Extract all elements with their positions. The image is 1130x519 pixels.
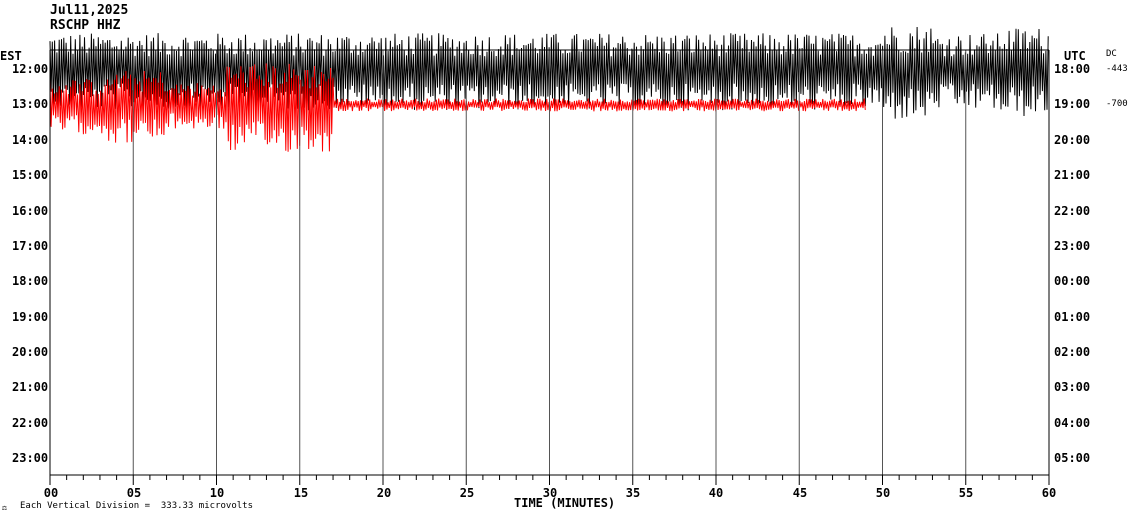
right-timezone-label: UTC bbox=[1064, 49, 1086, 63]
x-tick-label: 25 bbox=[459, 486, 475, 500]
y-tick-left: 19:00 bbox=[12, 310, 49, 324]
trace-1300 bbox=[49, 63, 866, 152]
y-tick-left: 15:00 bbox=[12, 168, 49, 182]
y-tick-left: 13:00 bbox=[12, 97, 49, 111]
y-tick-right: 00:00 bbox=[1054, 274, 1091, 288]
left-timezone-label: EST bbox=[0, 49, 22, 63]
x-tick-label: 05 bbox=[126, 486, 142, 500]
y-tick-left: 20:00 bbox=[12, 345, 49, 359]
y-tick-right: 23:00 bbox=[1054, 239, 1091, 253]
date-label: Jul11,2025 bbox=[50, 3, 129, 18]
vertical-grid bbox=[132, 50, 967, 475]
dc-label: DC bbox=[1106, 49, 1117, 59]
station-label: RSCHP HHZ bbox=[50, 18, 121, 33]
x-tick-label: 40 bbox=[708, 486, 724, 500]
x-tick-label: 20 bbox=[376, 486, 392, 500]
x-tick-label: 50 bbox=[875, 486, 891, 500]
y-tick-right: 20:00 bbox=[1054, 133, 1091, 147]
x-tick-label: 00 bbox=[43, 486, 59, 500]
y-tick-right: 21:00 bbox=[1054, 168, 1091, 182]
y-tick-right: 05:00 bbox=[1054, 451, 1091, 465]
y-tick-left: 16:00 bbox=[12, 204, 49, 218]
y-tick-left: 14:00 bbox=[12, 133, 49, 147]
y-tick-left: 23:00 bbox=[12, 451, 49, 465]
x-tick-marks bbox=[49, 475, 1050, 485]
x-axis-title: TIME (MINUTES) bbox=[514, 496, 616, 510]
dc-value-1: -443 bbox=[1106, 64, 1128, 74]
x-tick-label: 10 bbox=[209, 486, 225, 500]
x-tick-label: 30 bbox=[542, 486, 558, 500]
x-tick-label: 60 bbox=[1041, 486, 1057, 500]
dc-value-2: -700 bbox=[1106, 99, 1128, 109]
y-tick-right: 19:00 bbox=[1054, 97, 1091, 111]
y-tick-left: 22:00 bbox=[12, 416, 49, 430]
x-tick-label: 55 bbox=[958, 486, 974, 500]
y-tick-left: 17:00 bbox=[12, 239, 49, 253]
x-tick-label: 15 bbox=[293, 486, 309, 500]
y-tick-right: 18:00 bbox=[1054, 62, 1091, 76]
footer-note: Each Vertical Division = 333.33 microvol… bbox=[20, 501, 253, 511]
x-tick-label: 45 bbox=[792, 486, 808, 500]
y-tick-left: 18:00 bbox=[12, 274, 49, 288]
y-tick-right: 04:00 bbox=[1054, 416, 1091, 430]
y-tick-right: 22:00 bbox=[1054, 204, 1091, 218]
x-tick-label: 35 bbox=[625, 486, 641, 500]
y-tick-left: 21:00 bbox=[12, 380, 49, 394]
y-tick-right: 03:00 bbox=[1054, 380, 1091, 394]
y-tick-right: 01:00 bbox=[1054, 310, 1091, 324]
y-tick-right: 02:00 bbox=[1054, 345, 1091, 359]
scale-icon: ⚖ bbox=[2, 503, 7, 512]
y-tick-left: 12:00 bbox=[12, 62, 49, 76]
